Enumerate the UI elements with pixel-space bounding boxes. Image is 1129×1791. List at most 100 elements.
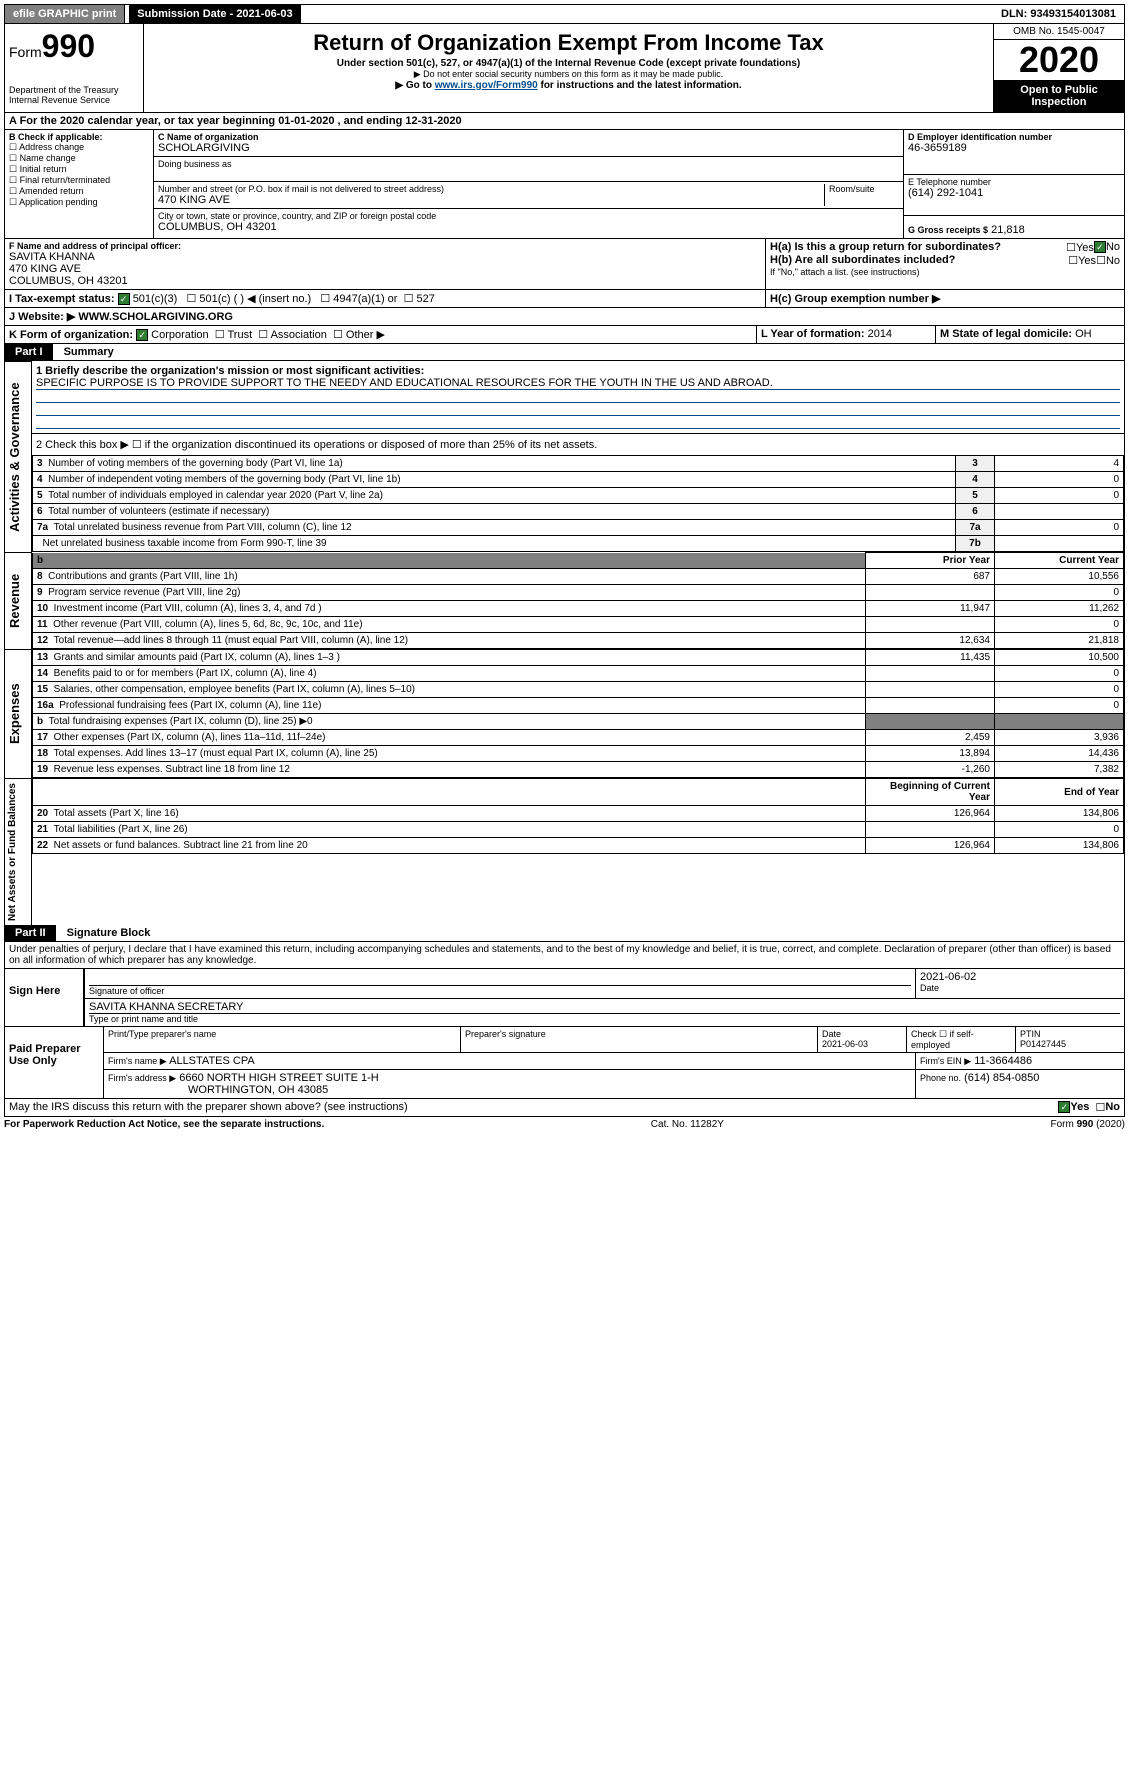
ha-label: H(a) Is this a group return for subordin…: [770, 241, 1066, 254]
website-value: WWW.SCHOLARGIVING.ORG: [78, 311, 233, 323]
q2-label: 2 Check this box ▶ ☐ if the organization…: [32, 434, 1124, 455]
ha-no: No: [1106, 241, 1120, 254]
rev-table: b Prior Year Current Year 8 Contribution…: [32, 552, 1124, 649]
prep-sig-label: Preparer's signature: [461, 1027, 818, 1052]
b-opt-4: ☐ Amended return: [9, 186, 149, 197]
gross-receipts: 21,818: [991, 224, 1025, 236]
table-row: 14 Benefits paid to or for members (Part…: [33, 666, 1124, 682]
table-row: 18 Total expenses. Add lines 13–17 (must…: [33, 746, 1124, 762]
hb-yes: ☐Yes: [1068, 254, 1096, 267]
table-row: 8 Contributions and grants (Part VIII, l…: [33, 569, 1124, 585]
form-num: 990: [42, 28, 95, 64]
i-o4: 527: [417, 293, 435, 305]
name-title-label: Type or print name and title: [89, 1014, 1120, 1024]
form-title: Return of Organization Exempt From Incom…: [148, 30, 989, 56]
phone-value: (614) 292-1041: [908, 187, 1120, 199]
b-opt-1: ☐ Name change: [9, 153, 149, 164]
table-row: 3 Number of voting members of the govern…: [33, 456, 1124, 472]
prep-date-label: Date: [822, 1029, 902, 1039]
table-row: 17 Other expenses (Part IX, column (A), …: [33, 730, 1124, 746]
irs-link[interactable]: www.irs.gov/Form990: [435, 80, 538, 91]
form-label: Form: [9, 44, 42, 60]
l-label: L Year of formation:: [761, 328, 865, 340]
h-note: If "No," attach a list. (see instruction…: [770, 267, 1120, 277]
table-row: Net unrelated business taxable income fr…: [33, 536, 1124, 552]
b-opt-5: ☐ Application pending: [9, 197, 149, 208]
perjury-declaration: Under penalties of perjury, I declare th…: [4, 942, 1125, 969]
table-row: 21 Total liabilities (Part X, line 26)0: [33, 822, 1124, 838]
line-a: A For the 2020 calendar year, or tax yea…: [4, 113, 1125, 130]
paid-label: Paid Preparer Use Only: [5, 1027, 103, 1098]
g-label: G Gross receipts $: [908, 225, 988, 235]
part-1-header: Part I Summary: [4, 344, 1125, 361]
i-label: I Tax-exempt status:: [9, 293, 115, 305]
table-row: 12 Total revenue—add lines 8 through 11 …: [33, 633, 1124, 649]
firm-addr2: WORTHINGTON, OH 43085: [108, 1084, 911, 1096]
i-o3: 4947(a)(1) or: [333, 293, 397, 305]
table-row: 9 Program service revenue (Part VIII, li…: [33, 585, 1124, 601]
subtitle-3: ▶ Go to www.irs.gov/Form990 for instruct…: [148, 80, 989, 91]
m-label: M State of legal domicile:: [940, 328, 1072, 340]
self-emp-label: Check ☐ if self-employed: [907, 1027, 1016, 1052]
efile-button[interactable]: efile GRAPHIC print: [5, 5, 125, 23]
tax-year-range: A For the 2020 calendar year, or tax yea…: [5, 113, 1124, 129]
hb-no: ☐No: [1096, 254, 1120, 267]
footer: For Paperwork Reduction Act Notice, see …: [4, 1117, 1125, 1132]
section-fh: F Name and address of principal officer:…: [4, 239, 1125, 290]
hdr-curr: Current Year: [995, 553, 1124, 569]
table-row: b Total fundraising expenses (Part IX, c…: [33, 714, 1124, 730]
part1-label: Part I: [5, 344, 53, 360]
c-name-label: C Name of organization: [158, 132, 899, 142]
table-row: 4 Number of independent voting members o…: [33, 472, 1124, 488]
f-label: F Name and address of principal officer:: [9, 241, 761, 251]
b-opt-2: ☐ Initial return: [9, 164, 149, 175]
sig-date-label: Date: [920, 983, 1120, 993]
summary-expenses: Expenses 13 Grants and similar amounts p…: [4, 649, 1125, 778]
form-header: Form990 Department of the Treasury Inter…: [4, 24, 1125, 113]
table-row: 7a Total unrelated business revenue from…: [33, 520, 1124, 536]
officer-addr1: 470 KING AVE: [9, 263, 761, 275]
hdr-end: End of Year: [995, 779, 1124, 806]
submission-date: Submission Date - 2021-06-03: [129, 5, 300, 23]
net-table: Beginning of Current Year End of Year 20…: [32, 778, 1124, 854]
firm-ein-label: Firm's EIN ▶: [920, 1056, 971, 1066]
officer-name-title: SAVITA KHANNA SECRETARY: [89, 1001, 1120, 1014]
hdr-prior: Prior Year: [866, 553, 995, 569]
hc-label: H(c) Group exemption number ▶: [766, 290, 1124, 307]
b-opt-0: ☐ Address change: [9, 142, 149, 153]
summary-governance: Activities & Governance 1 Briefly descri…: [4, 361, 1125, 552]
open-public: Open to Public Inspection: [994, 80, 1124, 112]
dba-label: Doing business as: [158, 159, 899, 169]
paid-preparer-block: Paid Preparer Use Only Print/Type prepar…: [4, 1027, 1125, 1099]
org-city: COLUMBUS, OH 43201: [158, 221, 899, 233]
vert-expenses: Expenses: [4, 649, 32, 778]
section-j: J Website: ▶ WWW.SCHOLARGIVING.ORG: [4, 308, 1125, 326]
officer-name: SAVITA KHANNA: [9, 251, 761, 263]
dept-label: Department of the Treasury Internal Reve…: [9, 85, 139, 105]
k-label: K Form of organization:: [9, 329, 133, 341]
discuss-no: No: [1105, 1101, 1120, 1114]
firm-name: ALLSTATES CPA: [169, 1055, 255, 1067]
discuss-yes-check: ✓: [1058, 1101, 1070, 1113]
sub3-post: for instructions and the latest informat…: [538, 80, 742, 91]
room-label: Room/suite: [824, 184, 899, 206]
ein-value: 46-3659189: [908, 142, 1120, 154]
ptin-value: P01427445: [1020, 1039, 1120, 1049]
b-opt-3: ☐ Final return/terminated: [9, 175, 149, 186]
table-row: 10 Investment income (Part VIII, column …: [33, 601, 1124, 617]
org-address: 470 KING AVE: [158, 194, 824, 206]
section-klm: K Form of organization: ✓ Corporation ☐ …: [4, 326, 1125, 344]
part2-title: Signature Block: [59, 927, 151, 939]
vert-net: Net Assets or Fund Balances: [4, 778, 32, 925]
table-row: 16a Professional fundraising fees (Part …: [33, 698, 1124, 714]
q1-answer: SPECIFIC PURPOSE IS TO PROVIDE SUPPORT T…: [36, 377, 1120, 390]
e-label: E Telephone number: [908, 177, 1120, 187]
l-value: 2014: [868, 328, 892, 340]
prep-name-label: Print/Type preparer's name: [104, 1027, 461, 1052]
section-bcdeg: B Check if applicable: ☐ Address change …: [4, 130, 1125, 239]
i-501c3-check: ✓: [118, 293, 130, 305]
i-o1: 501(c)(3): [133, 293, 178, 305]
firm-addr-label: Firm's address ▶: [108, 1073, 176, 1083]
part2-label: Part II: [5, 925, 56, 941]
q1-label: 1 Briefly describe the organization's mi…: [36, 365, 1120, 377]
